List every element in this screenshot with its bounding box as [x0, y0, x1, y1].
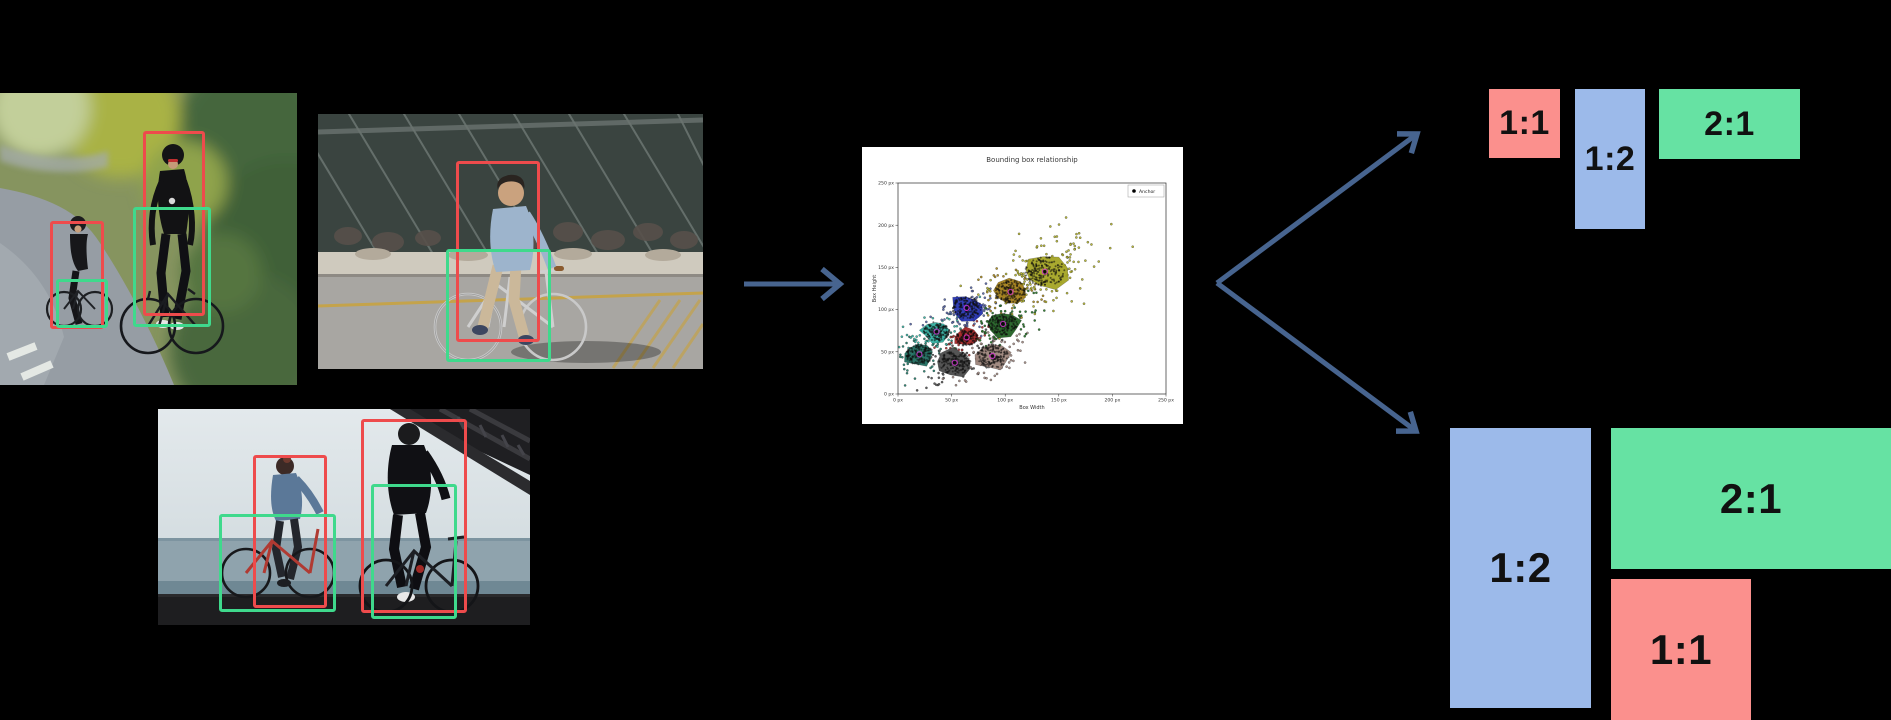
svg-text:100 px: 100 px — [878, 307, 894, 313]
bbox-person — [252, 455, 327, 608]
svg-text:Bounding box relationship: Bounding box relationship — [986, 156, 1078, 164]
svg-text:150 px: 150 px — [878, 265, 894, 271]
bbox-bicycle — [371, 483, 458, 619]
anchor-ratio-box-2-1-large: 2:1 — [1611, 428, 1891, 569]
anchor-ratio-box-1-1-large: 1:1 — [1611, 579, 1751, 720]
svg-text:0 px: 0 px — [893, 398, 903, 404]
bbox-bicycle — [445, 248, 551, 363]
annotated-photo-city-cyclist — [318, 114, 703, 369]
arrow-right-icon — [744, 266, 845, 302]
annotated-photo-road-cyclists — [0, 93, 297, 385]
anchor-ratio-box-1-2-large: 1:2 — [1450, 428, 1591, 708]
anchor-ratio-box-1-1-small: 1:1 — [1489, 89, 1560, 158]
bbox-bicycle — [219, 513, 337, 613]
svg-text:0 px: 0 px — [884, 392, 894, 398]
photo-illustration-seaside — [158, 409, 530, 625]
annotated-photo-seaside-cyclists — [158, 409, 530, 625]
svg-text:Box Height: Box Height — [872, 275, 878, 302]
svg-text:Box Width: Box Width — [1019, 405, 1044, 411]
bbox-person — [361, 418, 468, 613]
svg-text:150 px: 150 px — [1051, 398, 1067, 404]
svg-text:200 px: 200 px — [878, 223, 894, 229]
svg-text:50 px: 50 px — [945, 398, 958, 404]
arrow-split-icon — [1215, 131, 1421, 434]
svg-text:100 px: 100 px — [997, 398, 1013, 404]
svg-text:250 px: 250 px — [1158, 398, 1174, 404]
anchor-ratio-box-1-2-small: 1:2 — [1575, 89, 1645, 229]
bbox-person — [142, 130, 205, 317]
svg-text:Anchor: Anchor — [1139, 189, 1155, 195]
svg-text:250 px: 250 px — [878, 181, 894, 187]
bbox-bicycle — [56, 279, 109, 329]
bbox-bicycle — [133, 206, 212, 327]
svg-text:200 px: 200 px — [1104, 398, 1120, 404]
svg-text:50 px: 50 px — [881, 349, 894, 355]
anchor-ratio-box-2-1-small: 2:1 — [1659, 89, 1800, 159]
scatter-plot-figure: 0 px0 px 50 px 50 px 100 px 100 px 150 px 150 … — [862, 147, 1183, 424]
photo-illustration-city — [318, 114, 703, 369]
